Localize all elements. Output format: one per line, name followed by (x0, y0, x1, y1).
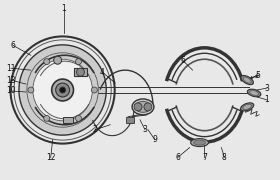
Ellipse shape (19, 45, 106, 135)
Circle shape (76, 59, 81, 65)
Text: 6: 6 (175, 153, 180, 162)
Text: 6: 6 (180, 56, 185, 65)
Ellipse shape (14, 40, 111, 140)
Ellipse shape (193, 140, 206, 145)
Ellipse shape (241, 75, 253, 85)
Ellipse shape (11, 36, 115, 144)
Ellipse shape (243, 104, 251, 109)
Ellipse shape (135, 101, 151, 112)
Circle shape (44, 59, 50, 65)
FancyBboxPatch shape (63, 117, 73, 123)
Text: 12: 12 (46, 153, 55, 162)
Circle shape (134, 103, 142, 111)
Ellipse shape (56, 83, 69, 97)
Text: 13: 13 (6, 76, 16, 85)
Text: 9: 9 (152, 135, 157, 144)
FancyBboxPatch shape (126, 117, 134, 123)
Text: 1: 1 (265, 95, 269, 104)
Text: 10: 10 (6, 87, 16, 96)
Circle shape (76, 115, 81, 121)
Text: 8: 8 (222, 153, 227, 162)
Circle shape (144, 103, 152, 111)
Ellipse shape (191, 139, 209, 147)
Text: 1: 1 (61, 4, 66, 13)
Ellipse shape (33, 59, 92, 121)
Ellipse shape (60, 87, 66, 93)
Circle shape (44, 115, 50, 121)
Circle shape (91, 87, 97, 93)
Ellipse shape (250, 91, 258, 95)
Text: 7: 7 (202, 153, 207, 162)
Ellipse shape (243, 77, 251, 83)
Ellipse shape (52, 79, 74, 101)
FancyBboxPatch shape (74, 68, 87, 76)
Text: 11: 11 (6, 64, 16, 73)
Ellipse shape (132, 99, 154, 115)
Text: 3: 3 (265, 84, 269, 93)
Ellipse shape (76, 68, 85, 76)
Text: 3: 3 (143, 125, 147, 134)
Ellipse shape (241, 103, 254, 111)
Circle shape (54, 56, 62, 64)
Circle shape (28, 87, 34, 93)
Text: 2: 2 (93, 125, 98, 134)
Text: 4: 4 (100, 68, 105, 77)
Text: 6: 6 (11, 41, 15, 50)
Text: 5: 5 (256, 71, 260, 80)
Ellipse shape (247, 89, 261, 97)
Ellipse shape (27, 53, 98, 127)
